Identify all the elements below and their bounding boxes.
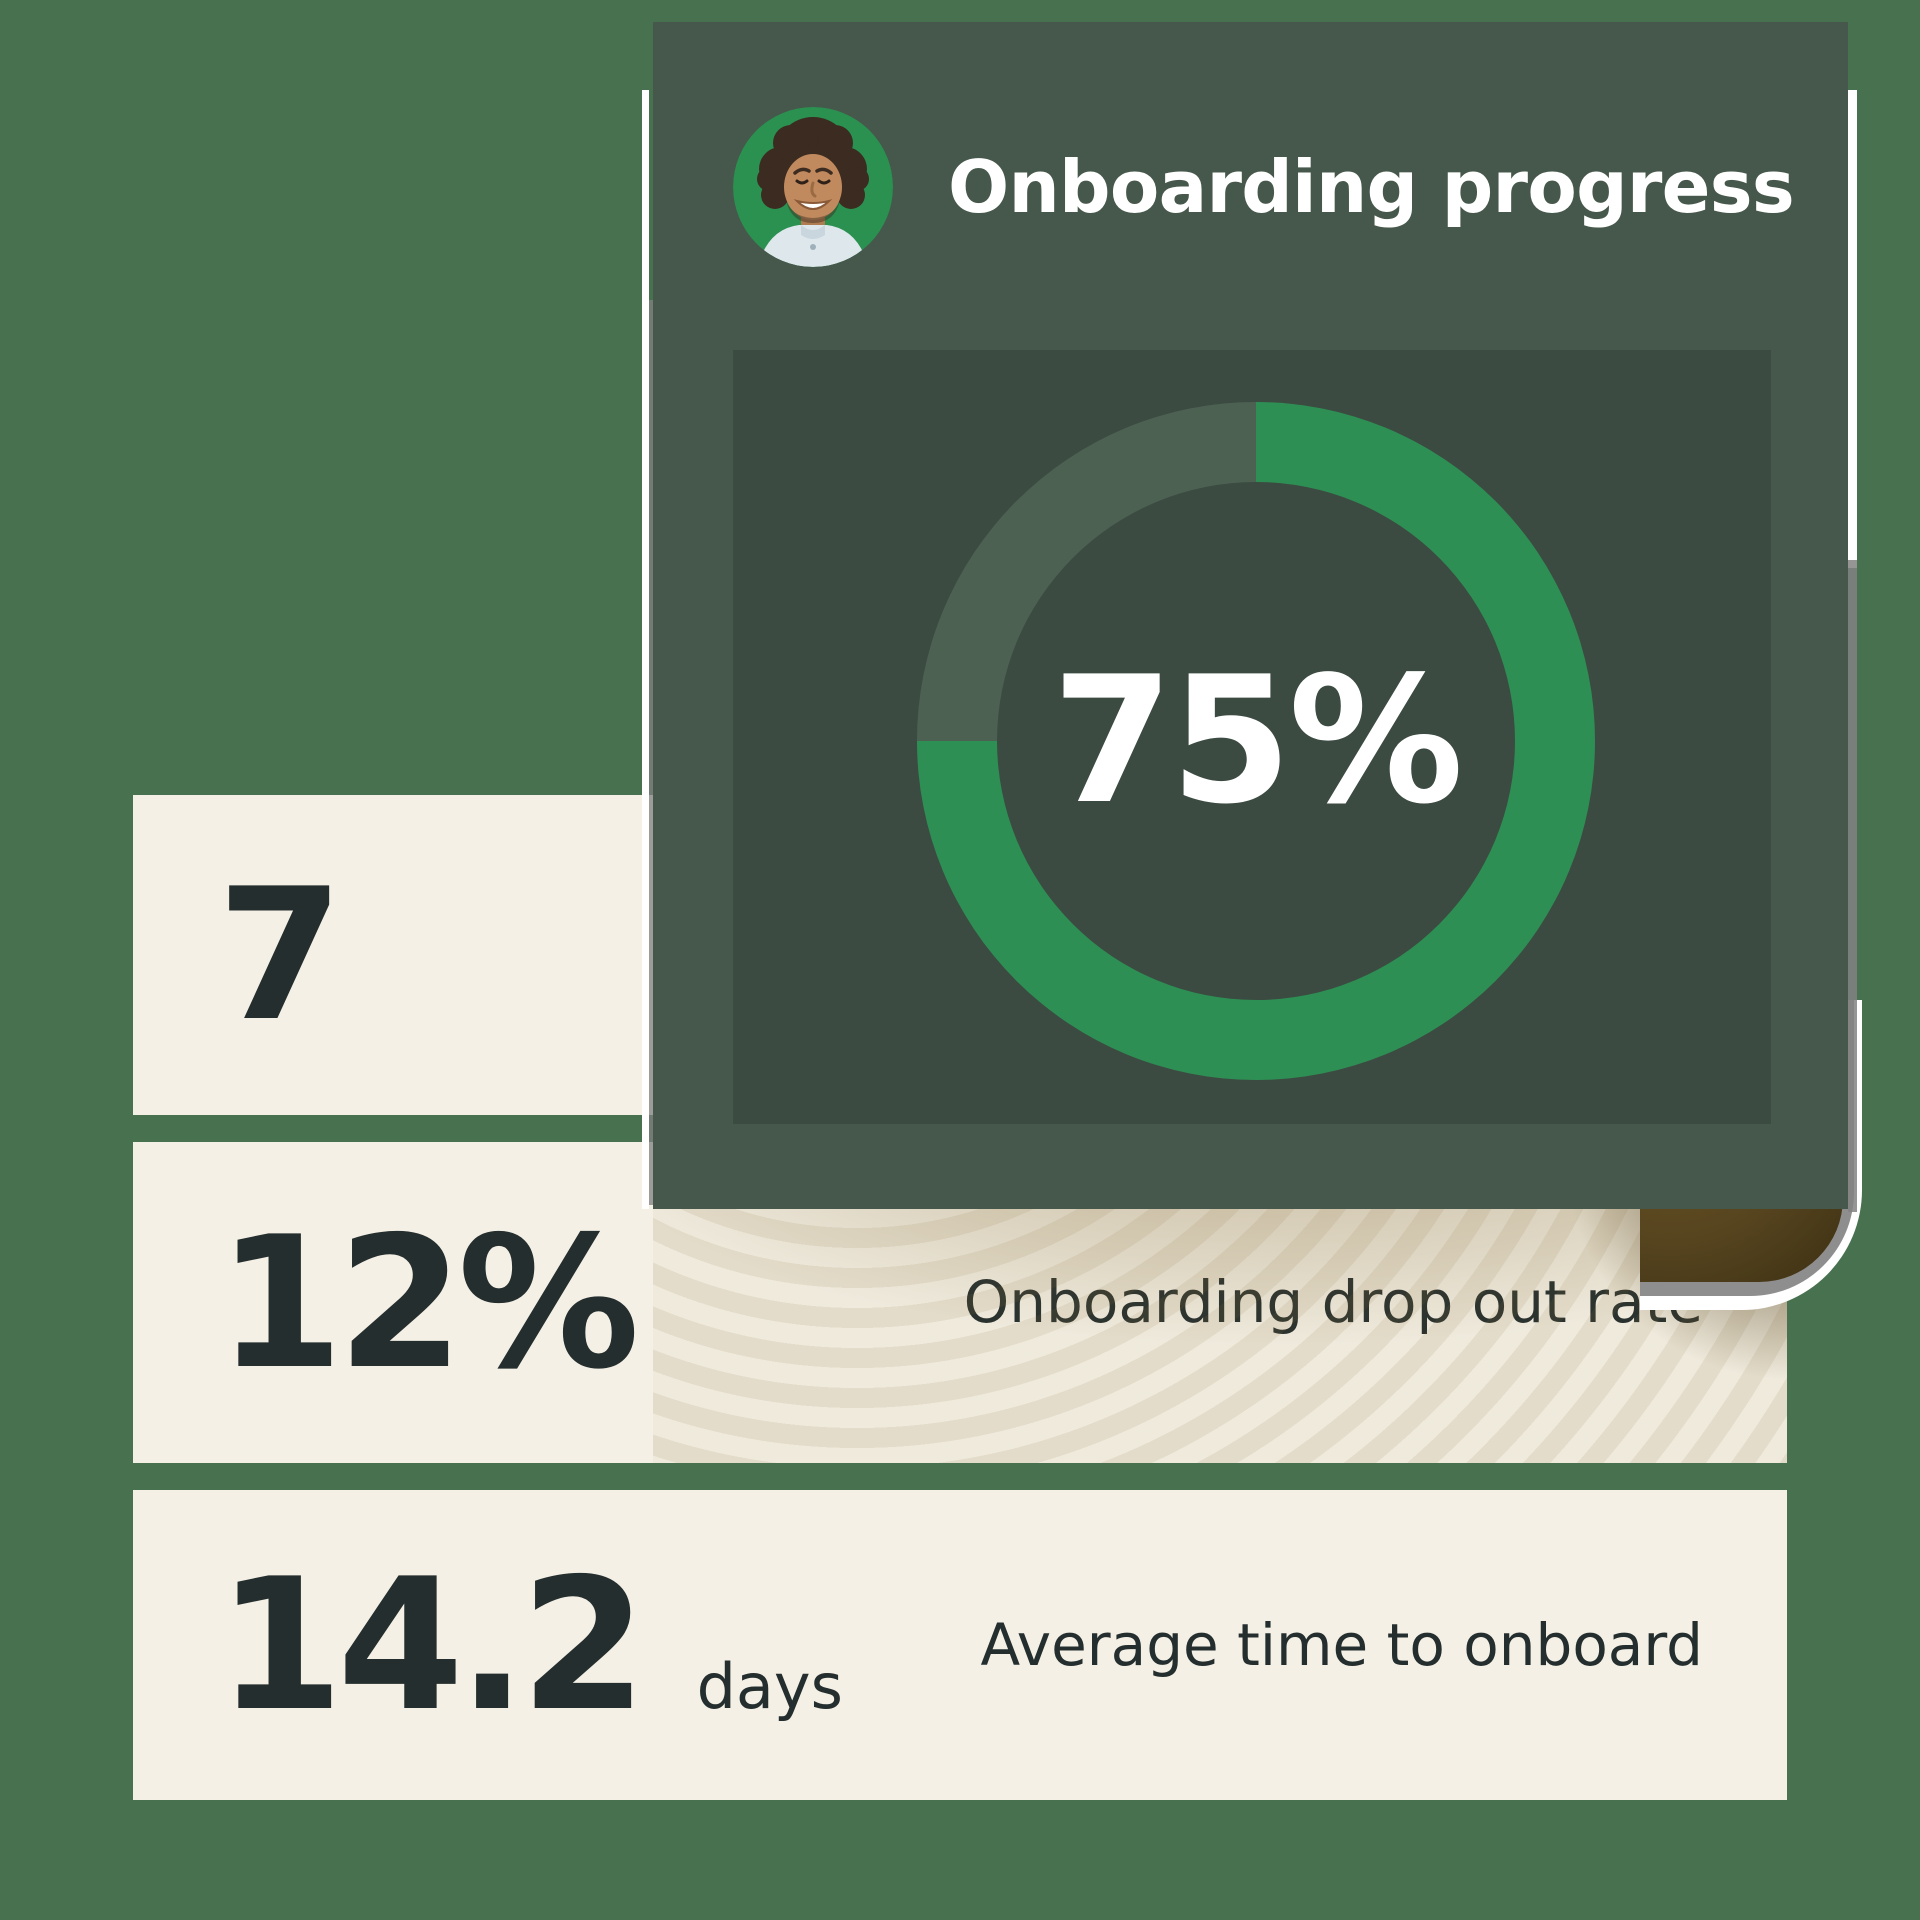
- chart-panel: 75%: [733, 350, 1771, 1124]
- card-stack-edge-right-white: [1848, 90, 1857, 568]
- kpi-card-avg-time: 14.2 days Average time to onboard: [133, 1490, 1787, 1800]
- card-title: Onboarding progress: [948, 145, 1795, 229]
- kpi-value: 14.2: [217, 1539, 647, 1751]
- kpi-unit-label: days: [696, 1650, 843, 1723]
- onboarding-progress-card: Onboarding progress 75%: [653, 22, 1848, 1209]
- donut-chart-center: 75%: [917, 402, 1595, 1080]
- kpi-value-group: 14.2 days: [217, 1554, 843, 1736]
- card-stack-edge-left-gray: [649, 300, 654, 1205]
- card-stack-edge-left-white: [642, 90, 649, 1209]
- card-drop-shadow-fan: [653, 1209, 1787, 1463]
- man-avatar-illustration: [733, 107, 893, 267]
- kpi-value: 12%: [217, 1196, 640, 1409]
- card-title-band: Onboarding progress: [948, 107, 1795, 267]
- card-stack-edge-right-gray: [1848, 560, 1857, 1212]
- kpi-label: Average time to onboard: [980, 1610, 1703, 1679]
- kpi-value: 7: [217, 849, 344, 1061]
- donut-chart-hole: [997, 482, 1515, 1000]
- avatar: [733, 107, 893, 267]
- donut-percent-label: 75%: [1051, 639, 1464, 843]
